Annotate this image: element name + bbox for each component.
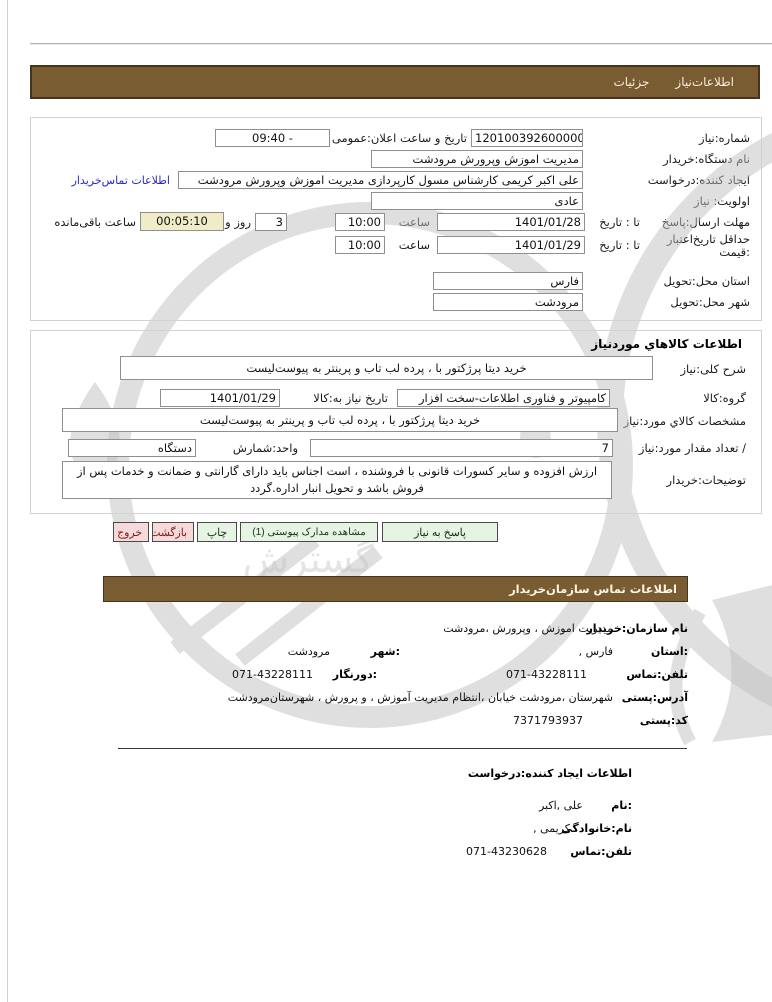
contact-province-label: :استان bbox=[651, 645, 688, 658]
contact-address-label: آدرس:پستی bbox=[621, 691, 688, 704]
announce-datetime-field[interactable]: 09:40 - 1401/01/25 bbox=[215, 129, 330, 147]
contact-address-value: شهرستان ،مرودشت خیابان ،انتظام مدیریت آم… bbox=[227, 691, 613, 704]
org-name-value: مدیریت اموزش ، وپرورش ،مرودشت bbox=[443, 622, 613, 635]
buyer-contact-header-title: اطلاعات تماس سازمان‌خریدار bbox=[509, 582, 677, 596]
tab-details[interactable]: جزئیات bbox=[613, 75, 650, 89]
buyer-notes-field[interactable]: ارزش افزوده و سایر کسورات قانونی با فروش… bbox=[62, 461, 612, 499]
back-button[interactable]: بازگشت bbox=[152, 522, 194, 542]
contact-fax-label: :دورنگار bbox=[332, 668, 377, 681]
reply-deadline-time-field[interactable]: 10:00 bbox=[335, 213, 385, 231]
left-border-line bbox=[7, 0, 8, 1002]
goods-specs-field[interactable]: خرید دیتا پرژکتور با ، پرده لب تاب و پری… bbox=[62, 408, 618, 432]
view-attachments-button[interactable]: مشاهده مدارک پیوستی (1) bbox=[240, 522, 378, 542]
tab-need-info[interactable]: اطلاعات‌نیاز bbox=[675, 75, 734, 89]
remaining-days-field[interactable]: 3 bbox=[255, 213, 287, 231]
countdown-timer: 00:05:10 bbox=[140, 212, 224, 231]
goods-panel-title: اطلاعات کالاهاي موردنیاز bbox=[591, 337, 742, 351]
contact-phone-label: تلفن:تماس bbox=[626, 668, 688, 681]
top-divider-line bbox=[30, 43, 772, 44]
buyer-contact-link[interactable]: اطلاعات تماس‌خریدار bbox=[71, 174, 170, 187]
count-unit-field[interactable]: دستگاه bbox=[68, 439, 196, 457]
postal-code-label: کد:پستی bbox=[639, 714, 688, 727]
delivery-city-field[interactable]: مرودشت bbox=[433, 293, 583, 311]
contact-province-value: فارس , bbox=[578, 645, 613, 658]
price-validity-time-field[interactable]: 10:00 bbox=[335, 236, 385, 254]
creator-first-name-label: :نام bbox=[611, 799, 632, 812]
announce-datetime-label: تاریخ و ساعت اعلان:عمومی bbox=[331, 131, 467, 145]
buyer-contact-header-bar: اطلاعات تماس سازمان‌خریدار bbox=[103, 576, 688, 602]
creator-phone-value: 071-43230628 bbox=[466, 845, 547, 858]
quantity-field[interactable]: 7 bbox=[310, 439, 613, 457]
reply-to-need-button[interactable]: پاسخ به نیاز bbox=[382, 522, 498, 542]
creator-last-name-value: کریمی , bbox=[533, 822, 570, 835]
price-validity-date-field[interactable]: 1401/01/29 bbox=[437, 236, 585, 254]
contact-phone-value: 071-43228111 bbox=[506, 668, 587, 681]
reply-deadline-date-field[interactable]: 1401/01/28 bbox=[437, 213, 585, 231]
creator-section-title: اطلاعات ایجاد کننده:درخواست bbox=[467, 767, 632, 780]
goods-need-date-field[interactable]: 1401/01/29 bbox=[160, 389, 280, 407]
buyer-org-field[interactable]: مدیریت اموزش وپرورش مرودشت bbox=[371, 150, 583, 168]
print-button[interactable]: چاپ bbox=[197, 522, 237, 542]
contact-city-value: مرودشت bbox=[287, 645, 330, 658]
need-number-field[interactable]: 1201003926000005 bbox=[471, 129, 583, 147]
request-creator-field[interactable]: علی اکبر کریمی کارشناس مسول کارپردازی مد… bbox=[178, 171, 583, 189]
goods-group-field[interactable]: کامپیوتر و فناوری اطلاعات-سخت افزار bbox=[397, 389, 610, 407]
section-divider-line bbox=[118, 748, 687, 749]
contact-city-label: :شهر bbox=[370, 645, 400, 658]
creator-phone-label: تلفن:تماس bbox=[570, 845, 632, 858]
postal-code-value: 7371793937 bbox=[513, 714, 583, 727]
contact-fax-value: 071-43228111 bbox=[232, 668, 313, 681]
priority-field[interactable]: عادی bbox=[371, 192, 583, 210]
creator-first-name-value: علی ,اکبر bbox=[538, 799, 583, 812]
creator-last-name-label: نام:خانوادگی bbox=[561, 822, 632, 835]
need-description-field[interactable]: خرید دیتا پرژکتور با ، پرده لب تاب و پری… bbox=[120, 356, 653, 380]
header-tab-bar: اطلاعات‌نیاز جزئیات bbox=[30, 65, 760, 99]
exit-button[interactable]: خروج bbox=[113, 522, 149, 542]
delivery-province-field[interactable]: فارس bbox=[433, 272, 583, 290]
